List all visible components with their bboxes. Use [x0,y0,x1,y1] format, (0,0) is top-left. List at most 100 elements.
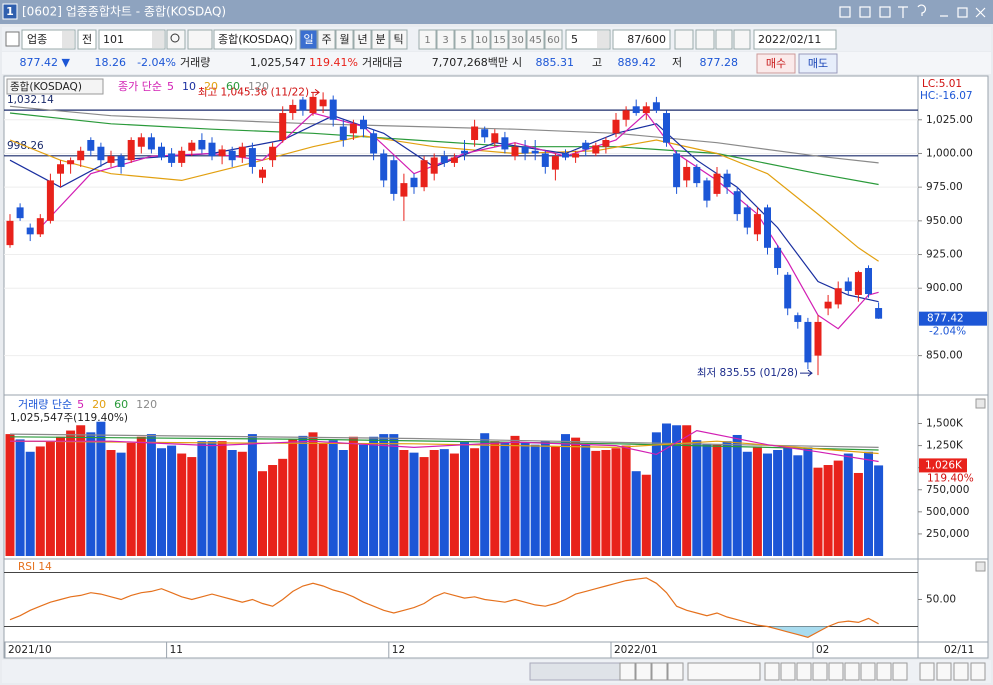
volume-bar [369,436,379,556]
volume-bar [429,450,439,556]
interval-button[interactable] [544,29,563,50]
period-button[interactable] [353,29,372,50]
volume-bar [500,442,510,556]
volume-bar [409,452,419,556]
scope-button[interactable] [77,29,97,50]
btn-c[interactable] [879,6,891,18]
candle-body [168,153,176,163]
volume-bar [692,440,702,556]
interval-button[interactable] [490,29,509,50]
interval-button[interactable] [526,29,545,50]
candle-body [87,139,95,151]
tool-button[interactable] [796,662,812,681]
level-label: 1,032.14 [7,94,54,106]
panel-icon[interactable] [975,561,986,572]
info-high-label: 고 [592,56,602,69]
info-change: 18.26 [95,56,127,69]
interval-button[interactable] [472,29,491,50]
market-text: 업종 [27,33,47,46]
buy-button[interactable] [756,53,796,74]
tool-icon[interactable] [715,29,733,50]
nav-button[interactable] [651,662,668,681]
period-button[interactable] [299,29,318,50]
scrollbar[interactable] [529,662,621,681]
period-button[interactable] [389,29,408,50]
volume-bar [298,435,308,556]
candle-body [794,315,802,322]
code-input[interactable] [98,29,166,50]
volume-bar [722,441,732,556]
search-button[interactable] [166,29,186,50]
btn-a[interactable] [839,6,851,18]
interval-button[interactable] [436,29,455,50]
btn-t[interactable] [898,6,908,18]
volume-bar [197,441,207,556]
tool-icon[interactable] [674,29,694,50]
tool-button[interactable] [844,662,860,681]
period-button[interactable] [335,29,354,50]
volume-bar [15,439,25,556]
volume-value-label: 1,025,547주(119.40%) [10,412,128,424]
tool-icon[interactable] [695,29,715,50]
x-tick-label: 12 [392,644,405,656]
legend-prefix: 거래량 단순 [18,398,72,411]
panel-icon[interactable] [975,398,986,409]
toolbar-check[interactable] [5,31,20,47]
tool-button[interactable] [860,662,876,681]
sound-button[interactable] [187,29,213,50]
candle-body [380,153,388,181]
candle-body [26,227,34,235]
nav-button[interactable] [667,662,684,681]
market-select[interactable] [21,29,76,50]
candle-body [117,156,125,167]
interval-button[interactable] [508,29,527,50]
period-button[interactable] [371,29,390,50]
btn-help[interactable] [917,4,926,16]
interval-button[interactable] [454,29,473,50]
tool-button[interactable] [764,662,780,681]
interval-text: 10 [475,35,488,46]
volume-bar [379,434,389,556]
volume-bar [571,437,581,556]
tool-button[interactable] [892,662,908,681]
candle-body [693,166,701,184]
reset[interactable] [970,662,986,681]
interval-select-text: 5 [571,33,578,46]
btn-b[interactable] [859,6,871,18]
period-button[interactable] [317,29,336,50]
candle-body [339,126,347,140]
nav-button[interactable] [635,662,652,681]
volume-bar [167,445,177,556]
tool-button[interactable] [812,662,828,681]
nav-button[interactable] [619,662,636,681]
minus[interactable] [936,662,952,681]
count-field[interactable] [612,29,671,50]
candle-body [198,139,206,150]
tool-button[interactable] [780,662,796,681]
btn-max[interactable] [957,7,968,18]
candle-body [218,149,226,157]
tool-button[interactable] [828,662,844,681]
volume-bar [227,450,237,556]
volume-bar [207,441,217,556]
sell-button[interactable] [798,53,838,74]
tool-icon[interactable] [733,29,751,50]
legend-entry: 10 [182,80,196,93]
tool-button[interactable] [876,662,892,681]
interval-button[interactable] [418,29,437,50]
info-volume-label: 거래량 [180,56,210,69]
ma-line [9,436,879,451]
zoom-slider[interactable] [687,662,761,681]
zoom-out[interactable] [919,662,935,681]
btn-close[interactable] [975,7,986,18]
date-field[interactable] [753,29,837,50]
title-bar [0,0,993,24]
period-text: 주 [321,33,331,46]
interval-text: 60 [547,35,560,46]
candle-body [319,99,327,107]
interval-text: 1 [424,35,430,46]
plus[interactable] [953,662,969,681]
last-price-box [919,311,987,326]
ma-line [9,440,879,455]
volume-bar [328,440,338,556]
